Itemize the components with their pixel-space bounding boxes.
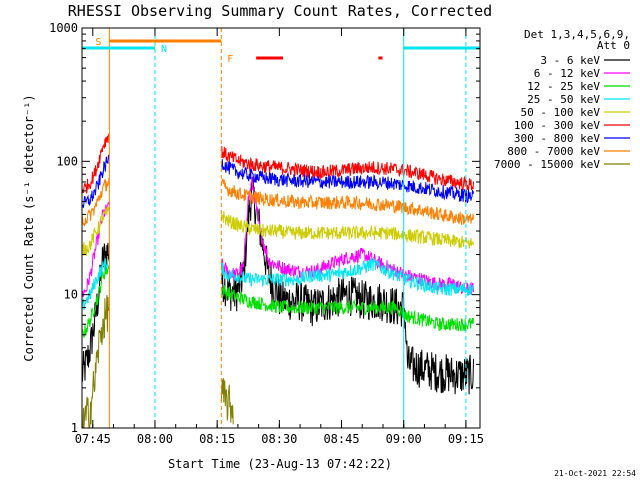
marker-label-n: N bbox=[161, 44, 167, 55]
series-line-9 bbox=[82, 294, 234, 428]
plot-timestamp: 21-Oct-2021 22:54 bbox=[554, 469, 636, 478]
series-line-7 bbox=[82, 154, 474, 209]
legend-entry-label: 50 - 100 keV bbox=[521, 106, 601, 119]
plot-frame bbox=[81, 27, 481, 429]
marker-label-s: S bbox=[95, 37, 101, 48]
x-tick-label: 09:15 bbox=[448, 432, 484, 446]
legend-entry-label: 6 - 12 keV bbox=[534, 67, 601, 80]
legend-header-line: Det 1,3,4,5,6,9, bbox=[524, 28, 630, 41]
legend-entry-label: 12 - 25 keV bbox=[527, 80, 600, 93]
legend-header-line: Att 0 bbox=[597, 39, 630, 52]
marker-label-f: F bbox=[227, 54, 233, 65]
series-line-5 bbox=[82, 206, 474, 257]
x-tick-label: 08:30 bbox=[261, 432, 297, 446]
legend-entry-label: 25 - 50 keV bbox=[527, 93, 600, 106]
legend-entry-label: 3 - 6 keV bbox=[540, 54, 600, 67]
series-line-3 bbox=[82, 264, 474, 338]
legend-entry-label: 800 - 7000 keV bbox=[507, 145, 600, 158]
y-tick-label: 100 bbox=[56, 154, 78, 168]
series-line-4 bbox=[82, 257, 474, 311]
legend-entry-label: 7000 - 15000 keV bbox=[494, 158, 600, 171]
x-tick-label: 08:00 bbox=[137, 432, 173, 446]
x-tick-label: 08:15 bbox=[199, 432, 235, 446]
series-line-8 bbox=[82, 177, 474, 227]
status-bar-night-2 bbox=[403, 46, 480, 50]
y-axis-label: Corrected Count Rate (s⁻¹ detector⁻¹) bbox=[22, 94, 36, 361]
status-bar-saa-1 bbox=[109, 39, 222, 43]
legend-entry-label: 100 - 300 keV bbox=[514, 119, 600, 132]
x-tick-label: 09:00 bbox=[386, 432, 422, 446]
x-tick-label: 08:45 bbox=[323, 432, 359, 446]
chart-title: RHESSI Observing Summary Count Rates, Co… bbox=[68, 2, 492, 20]
x-tick-label: 07:45 bbox=[75, 432, 111, 446]
y-tick-label: 1000 bbox=[49, 21, 78, 35]
y-tick-label: 10 bbox=[64, 288, 78, 302]
legend-entry-label: 300 - 800 keV bbox=[514, 132, 600, 145]
x-axis-label: Start Time (23-Aug-13 07:42:22) bbox=[168, 457, 392, 471]
status-bar-night-1 bbox=[82, 46, 155, 50]
series-line-6 bbox=[82, 133, 474, 194]
y-tick-label: 1 bbox=[71, 421, 78, 435]
status-bar-flare-2 bbox=[378, 56, 383, 60]
status-bar-flare-1 bbox=[256, 56, 284, 60]
